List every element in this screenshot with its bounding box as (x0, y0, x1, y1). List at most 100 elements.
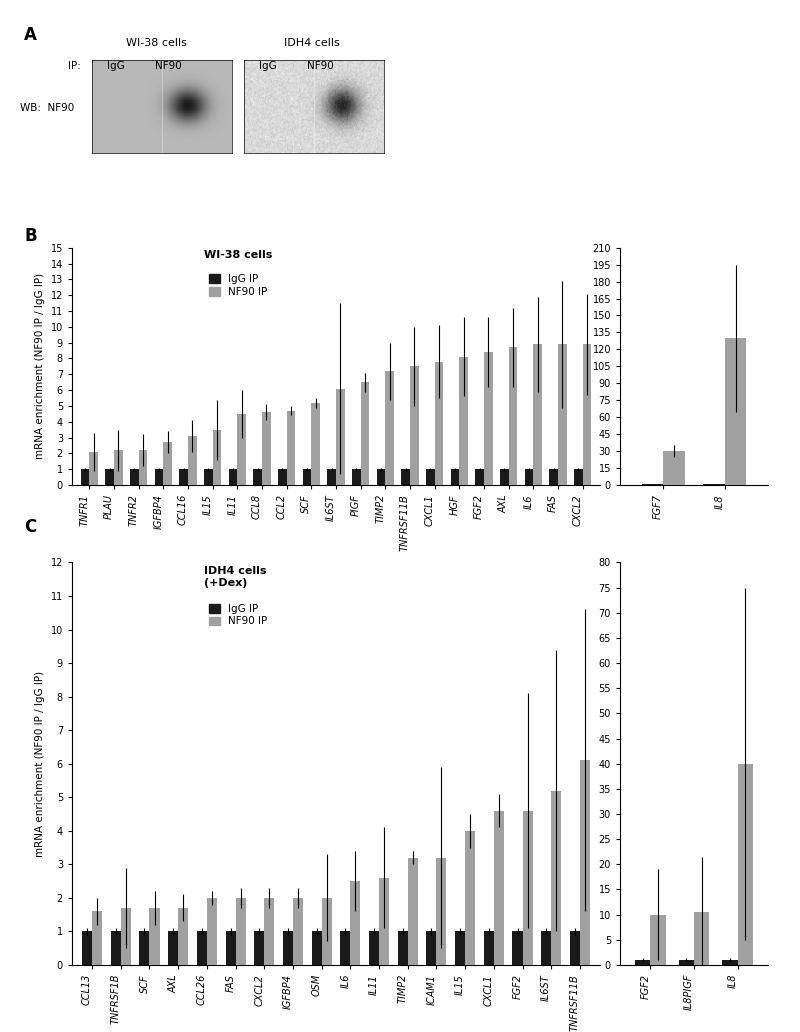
Bar (484, 352, 493, 485)
Bar (494, 811, 504, 965)
Bar (350, 881, 360, 965)
Y-axis label: mRNA enrichment (NF90 IP / IgG IP): mRNA enrichment (NF90 IP / IgG IP) (35, 273, 45, 459)
Bar (551, 791, 562, 965)
Bar (678, 960, 694, 965)
Text: IP:: IP: (68, 61, 81, 71)
Text: WI-38 cells: WI-38 cells (126, 38, 186, 49)
Y-axis label: mRNA enrichment (NF90 IP / IgG IP): mRNA enrichment (NF90 IP / IgG IP) (35, 671, 45, 857)
Text: NF90: NF90 (306, 61, 334, 71)
Bar (574, 470, 582, 485)
Bar (642, 484, 663, 485)
Bar (114, 450, 122, 485)
Bar (694, 912, 710, 965)
Bar (235, 898, 246, 965)
Bar (513, 931, 522, 965)
Bar (398, 931, 408, 965)
Bar (369, 931, 379, 965)
Bar (92, 911, 102, 965)
Bar (522, 811, 533, 965)
Bar (525, 470, 534, 485)
Bar (322, 898, 332, 965)
Bar (254, 931, 264, 965)
Bar (738, 764, 753, 965)
Bar (340, 931, 350, 965)
Bar (168, 931, 178, 965)
Bar (154, 470, 163, 485)
Text: A: A (24, 26, 37, 43)
Bar (207, 898, 217, 965)
Bar (500, 470, 509, 485)
Bar (197, 931, 207, 965)
Bar (558, 345, 566, 485)
Bar (264, 898, 274, 965)
Bar (509, 348, 518, 485)
Bar (534, 345, 542, 485)
Bar (106, 470, 114, 485)
Bar (408, 858, 418, 965)
Bar (110, 931, 121, 965)
Bar (550, 470, 558, 485)
Bar (302, 470, 311, 485)
Bar (82, 931, 92, 965)
Bar (283, 931, 293, 965)
Bar (402, 470, 410, 485)
Bar (455, 931, 465, 965)
Bar (582, 345, 591, 485)
Bar (179, 470, 188, 485)
Bar (725, 338, 746, 485)
Bar (336, 388, 345, 485)
Bar (426, 470, 434, 485)
Bar (327, 470, 336, 485)
Bar (150, 908, 159, 965)
Bar (262, 412, 270, 485)
Bar (138, 450, 147, 485)
Bar (580, 761, 590, 965)
Bar (570, 931, 580, 965)
Bar (386, 372, 394, 485)
Bar (635, 960, 650, 965)
Bar (541, 931, 551, 965)
Text: IDH4 cells
(+Dex): IDH4 cells (+Dex) (204, 567, 266, 588)
Bar (254, 470, 262, 485)
Bar (377, 470, 386, 485)
Bar (229, 470, 238, 485)
Bar (286, 411, 295, 485)
Text: IgG: IgG (259, 61, 277, 71)
Bar (226, 931, 235, 965)
Bar (465, 831, 475, 965)
Legend: IgG IP, NF90 IP: IgG IP, NF90 IP (210, 275, 267, 297)
Bar (121, 908, 131, 965)
Bar (213, 429, 222, 485)
Text: IDH4 cells: IDH4 cells (284, 38, 340, 49)
Bar (312, 931, 322, 965)
Bar (188, 436, 197, 485)
Text: WB:  NF90: WB: NF90 (20, 103, 74, 114)
Bar (722, 960, 738, 965)
Bar (204, 470, 213, 485)
Bar (379, 877, 389, 965)
Bar (81, 470, 90, 485)
Bar (178, 908, 188, 965)
Legend: IgG IP, NF90 IP: IgG IP, NF90 IP (210, 604, 267, 626)
Bar (311, 402, 320, 485)
Bar (410, 366, 418, 485)
Bar (293, 898, 303, 965)
Bar (238, 414, 246, 485)
Bar (361, 382, 370, 485)
Bar (139, 931, 150, 965)
Text: IgG: IgG (107, 61, 125, 71)
Bar (426, 931, 437, 965)
Bar (484, 931, 494, 965)
Bar (278, 470, 286, 485)
Text: B: B (24, 227, 37, 245)
Text: WI-38 cells: WI-38 cells (204, 250, 272, 260)
Bar (163, 443, 172, 485)
Bar (434, 361, 443, 485)
Bar (475, 470, 484, 485)
Bar (352, 470, 361, 485)
Bar (459, 357, 468, 485)
Bar (450, 470, 459, 485)
Bar (663, 451, 685, 485)
Bar (437, 858, 446, 965)
Bar (703, 484, 725, 485)
